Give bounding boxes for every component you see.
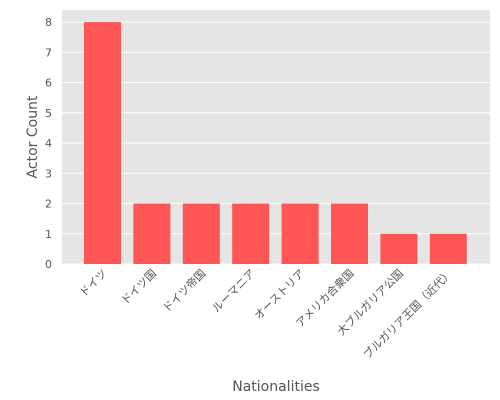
x-tick-label: ドイツ (77, 267, 110, 300)
gridlines (62, 21, 490, 265)
bar (84, 22, 121, 264)
bar (331, 203, 368, 264)
y-tick-label: 7 (45, 46, 52, 59)
x-tick-label: ブルガリア王国（近代） (360, 266, 455, 361)
x-tick-label: ドイツ帝国 (160, 266, 209, 315)
y-tick-label: 8 (45, 16, 52, 29)
bar (429, 233, 467, 264)
y-tick-label: 3 (45, 167, 52, 180)
y-tick-label: 2 (45, 198, 52, 211)
x-tick-label: ドイツ国 (119, 267, 159, 307)
x-tick-label: ルーマニア (210, 267, 258, 315)
y-tick-label: 6 (45, 77, 52, 90)
y-tick-label: 1 (45, 228, 52, 241)
bar (232, 203, 270, 264)
bar (281, 203, 319, 264)
x-tick-labels: ドイツ ドイツ国 ドイツ帝国 ルーマニアオーストリアアメリカ合衆国大ブルガリア公国ブル… (77, 266, 455, 361)
bar (182, 203, 220, 264)
bar (380, 233, 418, 264)
y-tick-label: 4 (45, 137, 52, 150)
y-tick-labels: 0 1 2 3 4 5 6 7 8 (45, 16, 52, 271)
bars (84, 22, 467, 264)
bar (133, 203, 171, 264)
y-axis-label: Actor Count (25, 95, 41, 178)
y-tick-label: 5 (45, 107, 52, 120)
y-tick-label: 0 (45, 258, 52, 271)
x-axis-label: Nationalities (232, 379, 320, 395)
plot-background (62, 10, 490, 264)
